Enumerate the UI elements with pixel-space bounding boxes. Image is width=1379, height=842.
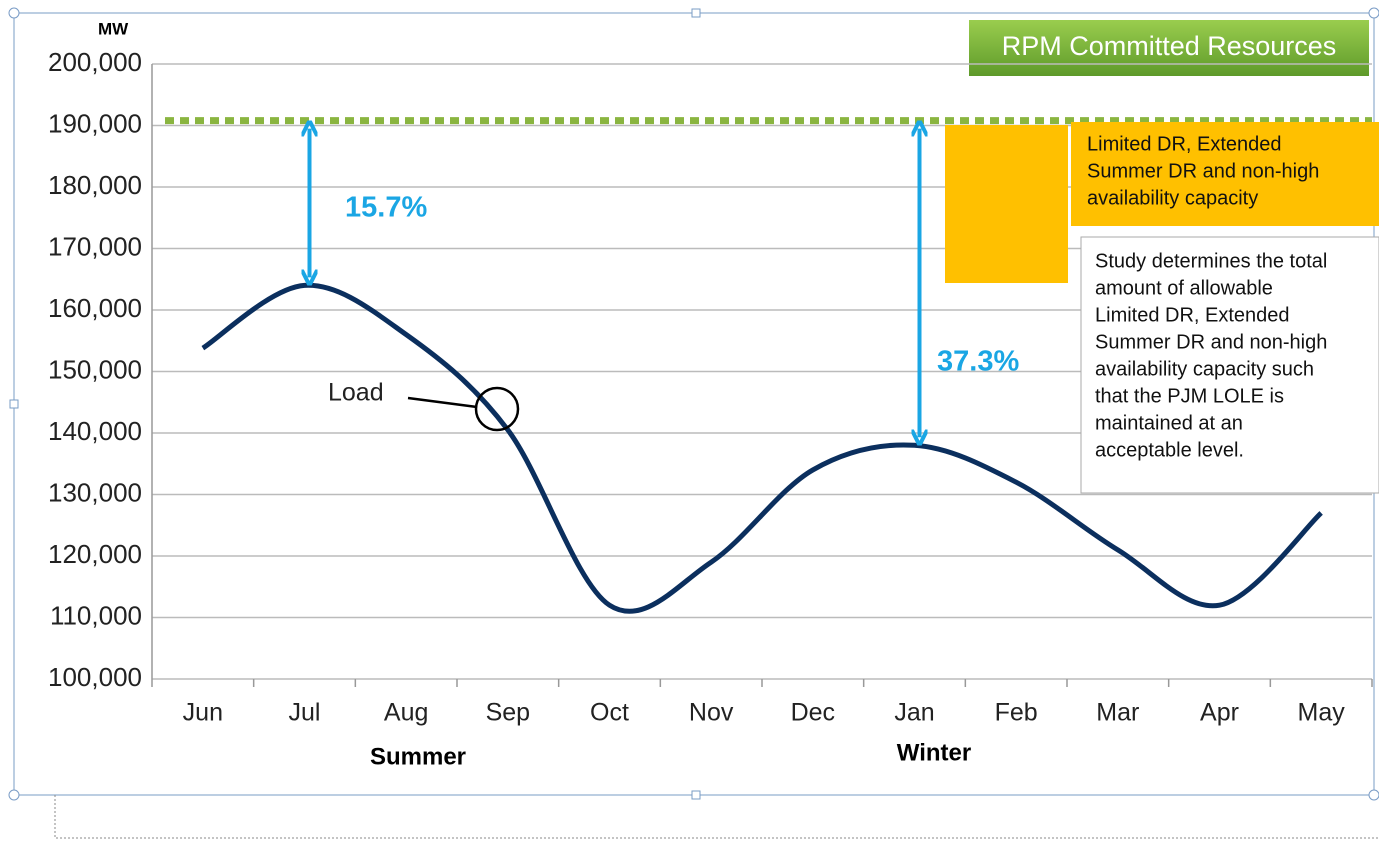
x-tick-label: Jun: [183, 699, 223, 727]
gap-label: 37.3%: [937, 346, 1019, 378]
orange-block: [945, 125, 1068, 283]
handle: [1368, 7, 1379, 19]
study-box-text: Limited DR, Extended: [1095, 304, 1290, 326]
handle: [8, 7, 20, 19]
season-label: Summer: [370, 743, 466, 770]
x-tick-label: Apr: [1200, 699, 1239, 727]
y-tick-label: 100,000: [48, 662, 142, 692]
x-tick-label: Mar: [1096, 699, 1139, 727]
load-line: [201, 282, 1323, 614]
x-tick-label: Nov: [689, 699, 734, 727]
x-tick-label: Jul: [289, 699, 321, 727]
y-tick-label: 110,000: [50, 600, 142, 630]
study-box-text: availability capacity such: [1095, 358, 1314, 380]
x-tick-label: Feb: [995, 699, 1038, 727]
y-tick-label: 190,000: [48, 108, 142, 138]
callout: [407, 396, 478, 409]
study-box-text: acceptable level.: [1095, 439, 1244, 461]
callout-circle: [474, 386, 520, 432]
x-tick-label: Dec: [791, 699, 835, 727]
handle: [1368, 789, 1379, 801]
study-box-text: that the PJM LOLE is: [1095, 385, 1284, 407]
chart-title: RPM Committed Resources: [1002, 31, 1337, 61]
y-tick-label: 170,000: [48, 231, 142, 261]
y-tick-label: 200,000: [48, 47, 142, 77]
handle: [691, 790, 701, 800]
y-unit: MW: [98, 19, 129, 38]
handle: [691, 8, 701, 18]
season-label: Winter: [897, 739, 971, 766]
y-tick-label: 130,000: [48, 477, 142, 507]
study-box-text: amount of allowable: [1095, 277, 1273, 299]
y-tick-label: 180,000: [48, 170, 142, 200]
study-box-text: Study determines the total: [1095, 250, 1327, 272]
x-tick-label: Jan: [894, 699, 934, 727]
x-tick-label: May: [1298, 699, 1346, 727]
orange-box: [1071, 122, 1379, 226]
x-tick-label: Aug: [384, 699, 428, 727]
orange-box-text: Limited DR, Extended: [1087, 133, 1282, 155]
study-box-text: maintained at an: [1095, 412, 1243, 434]
orange-box-text: Summer DR and non-high: [1087, 160, 1319, 182]
study-box: [1080, 236, 1379, 494]
orange-box-text: availability capacity: [1087, 187, 1258, 209]
x-tick-label: Sep: [486, 699, 530, 727]
y-tick-label: 140,000: [48, 416, 142, 446]
handle: [9, 399, 19, 409]
series-label: Load: [328, 379, 384, 407]
dotted-frame: [54, 795, 1379, 839]
y-tick-label: 160,000: [48, 293, 142, 323]
gap-label: 15.7%: [345, 192, 427, 224]
title-box: [969, 20, 1369, 76]
x-tick-label: Oct: [590, 699, 629, 727]
y-tick-label: 120,000: [48, 539, 142, 569]
y-tick-label: 150,000: [48, 354, 142, 384]
study-box-text: Summer DR and non-high: [1095, 331, 1327, 353]
handle: [8, 789, 20, 801]
